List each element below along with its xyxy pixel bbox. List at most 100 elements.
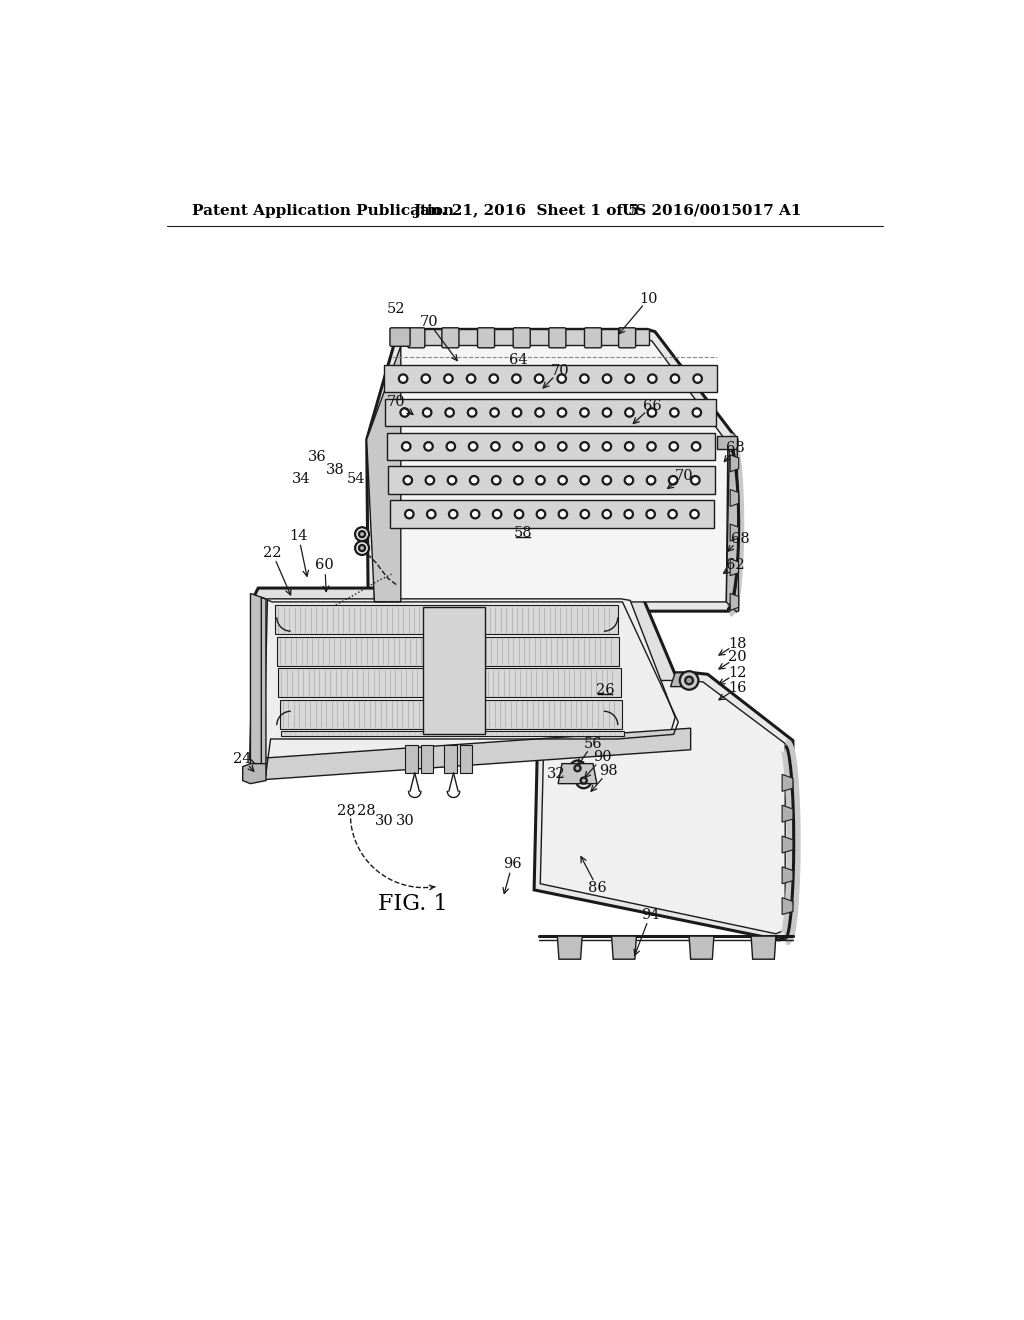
Polygon shape bbox=[275, 605, 617, 635]
Polygon shape bbox=[782, 898, 793, 915]
Circle shape bbox=[489, 375, 498, 383]
Polygon shape bbox=[717, 436, 737, 449]
Circle shape bbox=[581, 477, 589, 484]
Circle shape bbox=[581, 442, 589, 450]
Circle shape bbox=[625, 477, 633, 484]
Circle shape bbox=[427, 510, 435, 519]
Circle shape bbox=[692, 442, 700, 450]
Circle shape bbox=[406, 510, 414, 519]
Circle shape bbox=[602, 477, 611, 484]
Circle shape bbox=[558, 408, 566, 417]
Text: 60: 60 bbox=[315, 558, 334, 572]
Text: 54: 54 bbox=[346, 471, 366, 486]
Circle shape bbox=[558, 477, 567, 484]
Circle shape bbox=[575, 774, 592, 788]
Polygon shape bbox=[611, 936, 636, 960]
Circle shape bbox=[468, 408, 476, 417]
Polygon shape bbox=[730, 558, 738, 576]
Polygon shape bbox=[251, 589, 690, 776]
Circle shape bbox=[646, 510, 655, 519]
FancyBboxPatch shape bbox=[390, 327, 410, 346]
Circle shape bbox=[492, 477, 501, 484]
Circle shape bbox=[671, 375, 679, 383]
Circle shape bbox=[693, 375, 701, 383]
Text: 90: 90 bbox=[593, 751, 611, 764]
Polygon shape bbox=[421, 744, 433, 774]
Circle shape bbox=[426, 477, 434, 484]
Polygon shape bbox=[251, 729, 690, 780]
Polygon shape bbox=[406, 744, 418, 774]
Circle shape bbox=[424, 442, 433, 450]
Polygon shape bbox=[406, 330, 649, 345]
Polygon shape bbox=[782, 775, 793, 792]
Text: 68: 68 bbox=[731, 532, 750, 545]
Polygon shape bbox=[558, 763, 597, 784]
Circle shape bbox=[691, 477, 699, 484]
Circle shape bbox=[537, 510, 545, 519]
Circle shape bbox=[493, 510, 502, 519]
Circle shape bbox=[670, 442, 678, 450]
Polygon shape bbox=[726, 440, 738, 611]
Circle shape bbox=[492, 442, 500, 450]
Circle shape bbox=[444, 375, 453, 383]
Circle shape bbox=[355, 527, 369, 541]
Circle shape bbox=[648, 375, 656, 383]
Circle shape bbox=[514, 477, 522, 484]
Polygon shape bbox=[541, 681, 785, 933]
Text: 30: 30 bbox=[375, 813, 393, 828]
Polygon shape bbox=[730, 524, 738, 541]
Polygon shape bbox=[367, 330, 737, 611]
Polygon shape bbox=[390, 500, 714, 528]
Circle shape bbox=[603, 408, 611, 417]
Text: 68: 68 bbox=[726, 441, 745, 455]
Circle shape bbox=[581, 777, 587, 784]
Polygon shape bbox=[730, 594, 738, 610]
FancyBboxPatch shape bbox=[549, 327, 566, 348]
Text: 70: 70 bbox=[420, 315, 438, 330]
Polygon shape bbox=[279, 668, 621, 697]
Circle shape bbox=[535, 375, 544, 383]
Text: 86: 86 bbox=[588, 882, 607, 895]
Circle shape bbox=[670, 408, 679, 417]
Text: 20: 20 bbox=[728, 651, 746, 664]
Text: 70: 70 bbox=[550, 364, 569, 378]
Text: 52: 52 bbox=[387, 302, 406, 317]
Circle shape bbox=[359, 531, 366, 537]
Circle shape bbox=[490, 408, 499, 417]
Circle shape bbox=[512, 375, 520, 383]
Circle shape bbox=[359, 545, 366, 552]
Text: 26: 26 bbox=[596, 682, 614, 697]
Text: US 2016/0015017 A1: US 2016/0015017 A1 bbox=[623, 203, 802, 218]
Circle shape bbox=[445, 408, 454, 417]
FancyBboxPatch shape bbox=[585, 327, 601, 348]
Polygon shape bbox=[423, 607, 484, 734]
Text: 32: 32 bbox=[547, 767, 565, 781]
Circle shape bbox=[569, 760, 586, 776]
Circle shape bbox=[403, 477, 412, 484]
Circle shape bbox=[536, 408, 544, 417]
Polygon shape bbox=[671, 673, 690, 686]
Text: 94: 94 bbox=[641, 908, 659, 921]
Text: 38: 38 bbox=[327, 463, 345, 478]
Circle shape bbox=[647, 442, 655, 450]
Polygon shape bbox=[730, 455, 738, 471]
Circle shape bbox=[537, 477, 545, 484]
Circle shape bbox=[690, 510, 698, 519]
Text: 16: 16 bbox=[728, 681, 746, 696]
Polygon shape bbox=[263, 599, 675, 771]
Circle shape bbox=[557, 375, 566, 383]
Polygon shape bbox=[282, 731, 624, 737]
FancyBboxPatch shape bbox=[408, 327, 425, 348]
Text: 28: 28 bbox=[357, 804, 376, 818]
Circle shape bbox=[625, 510, 633, 519]
FancyBboxPatch shape bbox=[477, 327, 495, 348]
Circle shape bbox=[574, 766, 581, 771]
Polygon shape bbox=[367, 346, 400, 602]
Polygon shape bbox=[243, 763, 266, 784]
Text: 98: 98 bbox=[599, 764, 617, 779]
Text: 62: 62 bbox=[726, 558, 744, 572]
Circle shape bbox=[446, 442, 455, 450]
Polygon shape bbox=[373, 339, 728, 602]
Polygon shape bbox=[384, 364, 717, 392]
Polygon shape bbox=[251, 594, 266, 776]
